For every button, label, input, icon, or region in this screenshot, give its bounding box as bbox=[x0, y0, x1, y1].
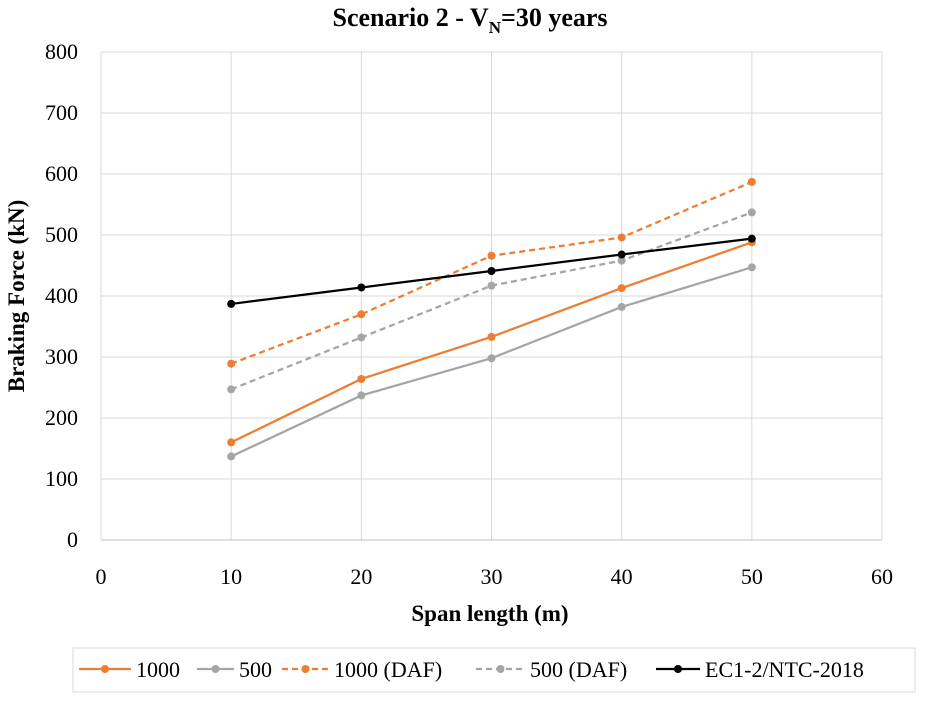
series-1 bbox=[227, 263, 756, 461]
data-point bbox=[617, 233, 626, 242]
legend-box bbox=[72, 647, 916, 693]
x-tick-label: 50 bbox=[741, 564, 763, 589]
x-tick-label: 10 bbox=[220, 564, 242, 589]
legend-marker bbox=[211, 665, 220, 673]
y-tick-label: 300 bbox=[45, 344, 78, 369]
data-point bbox=[357, 391, 366, 400]
data-point bbox=[487, 354, 496, 363]
x-tick-label: 30 bbox=[481, 564, 503, 589]
y-tick-label: 800 bbox=[45, 39, 78, 64]
legend-item: 1000 (DAF) bbox=[282, 657, 442, 682]
data-point bbox=[487, 266, 496, 275]
series-2 bbox=[227, 177, 756, 368]
legend-item: 1000 bbox=[79, 657, 180, 682]
legend-marker bbox=[101, 665, 109, 673]
data-point bbox=[227, 452, 236, 461]
legend-label: 500 bbox=[239, 657, 272, 682]
y-tick-label: 700 bbox=[45, 100, 78, 125]
data-point bbox=[617, 250, 626, 259]
data-point bbox=[617, 302, 626, 311]
data-point bbox=[227, 359, 236, 368]
data-point bbox=[357, 374, 366, 383]
data-point bbox=[357, 333, 366, 342]
legend-marker bbox=[496, 665, 505, 673]
legend: 1000 500 1000 (DAF) 500 (DAF) EC1-2/NTC-2018 bbox=[79, 657, 864, 682]
legend-label: 1000 bbox=[136, 657, 180, 682]
series-3 bbox=[227, 208, 756, 394]
data-point bbox=[487, 332, 496, 341]
legend-label: 500 (DAF) bbox=[530, 657, 627, 682]
x-tick-label: 40 bbox=[611, 564, 633, 589]
y-tick-label: 100 bbox=[45, 466, 78, 491]
legend-item: EC1-2/NTC-2018 bbox=[656, 657, 864, 682]
x-tick-label: 60 bbox=[871, 564, 893, 589]
data-point bbox=[357, 310, 366, 319]
legend-label: 1000 (DAF) bbox=[334, 657, 442, 682]
data-point bbox=[617, 284, 626, 293]
data-point bbox=[747, 263, 756, 272]
series-4 bbox=[227, 234, 756, 308]
y-tick-label: 600 bbox=[45, 161, 78, 186]
data-point bbox=[227, 438, 236, 447]
data-point bbox=[227, 385, 236, 394]
legend-item: 500 (DAF) bbox=[476, 657, 627, 682]
gridlines bbox=[101, 51, 883, 540]
data-point bbox=[227, 299, 236, 308]
y-tick-label: 200 bbox=[45, 405, 78, 430]
y-tick-label: 0 bbox=[67, 527, 78, 552]
y-tick-label: 400 bbox=[45, 283, 78, 308]
legend-item: 500 bbox=[197, 657, 272, 682]
legend-marker bbox=[301, 665, 310, 673]
plot-series bbox=[227, 177, 756, 461]
tick-labels: 0 100 200 300 400 500 600 700 800 0 10 20 30 40 50 60 bbox=[45, 39, 893, 589]
x-axis-label: Span length (m) bbox=[411, 601, 568, 626]
data-point bbox=[487, 281, 496, 290]
data-point bbox=[747, 208, 756, 217]
x-tick-label: 20 bbox=[350, 564, 372, 589]
axes bbox=[100, 52, 882, 541]
data-point bbox=[357, 283, 366, 292]
legend-label: EC1-2/NTC-2018 bbox=[705, 657, 864, 682]
data-point bbox=[747, 177, 756, 186]
y-axis-label: Braking Force (kN) bbox=[4, 200, 29, 393]
data-point bbox=[747, 234, 756, 243]
legend-marker bbox=[674, 665, 682, 673]
x-tick-label: 0 bbox=[96, 564, 107, 589]
data-point bbox=[617, 256, 626, 265]
data-point bbox=[487, 251, 496, 260]
chart-title: Scenario 2 - VN=30 years bbox=[332, 3, 607, 37]
y-tick-label: 500 bbox=[45, 222, 78, 247]
